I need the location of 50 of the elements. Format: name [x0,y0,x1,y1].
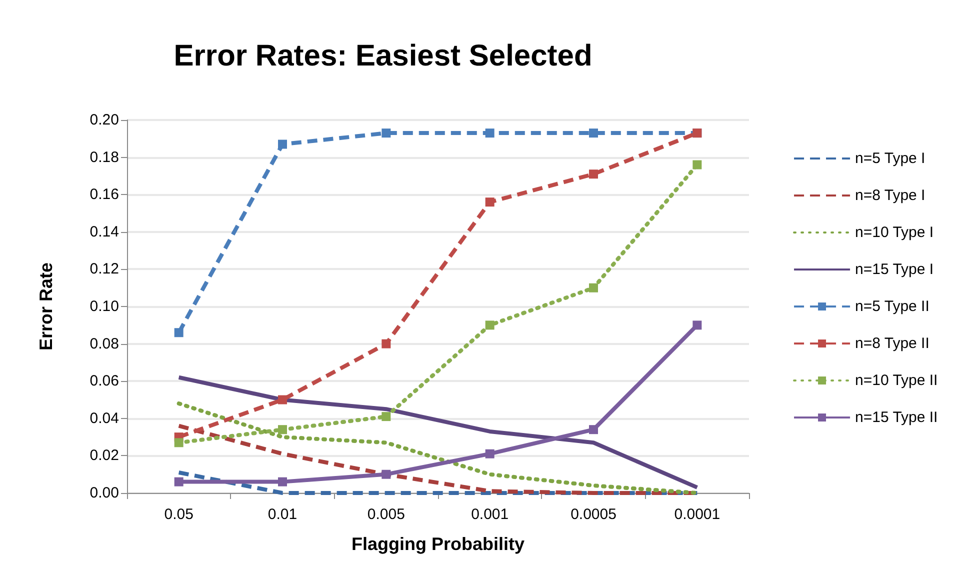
line-series [176,375,700,490]
legend-label: n=5 Type I [855,150,926,167]
legend-label: n=10 Type I [855,224,934,241]
x-tick-label: 0.005 [367,506,405,523]
point [278,425,287,434]
y-tick-label: 0.14 [90,223,119,240]
point [485,320,494,330]
point [589,128,598,138]
point [589,425,598,434]
point [174,438,184,448]
y-tick-label: 0.00 [90,484,119,502]
x-tick-label: 0.0001 [674,506,720,523]
legend-label: n=10 Type II [855,372,938,389]
point [692,160,702,170]
y-axis-title: Error Rate [36,262,56,351]
point [485,128,494,138]
y-tick-label: 0.02 [90,447,119,464]
x-tick-label: 0.05 [164,506,194,523]
point [485,198,494,207]
legend-label: n=15 Type I [855,261,934,278]
legend-label: n=8 Type II [855,335,930,352]
x-tick-label: 0.0005 [570,506,616,523]
point [174,477,184,486]
y-tick-label: 0.04 [90,410,119,427]
point [278,477,287,486]
point [589,283,598,292]
y-tick-label: 0.16 [90,186,119,204]
legend-label: n=5 Type II [855,298,930,315]
y-tick-label: 0.18 [90,148,119,166]
x-tick-label: 0.01 [268,506,298,523]
x-axis-title: Flagging Probability [351,534,525,554]
point [692,320,702,330]
x-tick-label: 0.001 [471,506,509,523]
y-tick-label: 0.20 [90,112,119,128]
point [382,128,391,138]
legend-label: n=8 Type I [855,187,926,204]
chart-title: Error Rates: Easiest Selected [174,40,592,72]
point [382,412,391,422]
point [485,449,494,458]
point [278,140,287,149]
y-tick-label: 0.08 [90,335,119,352]
y-tick-label: 0.10 [90,298,119,315]
legend-label: n=15 Type II [855,409,938,426]
y-tick-label: 0.12 [90,260,119,278]
y-tick-label: 0.06 [90,372,119,390]
point [382,339,391,348]
point [174,328,184,338]
point [278,395,287,404]
point [382,470,391,479]
point [589,170,598,179]
